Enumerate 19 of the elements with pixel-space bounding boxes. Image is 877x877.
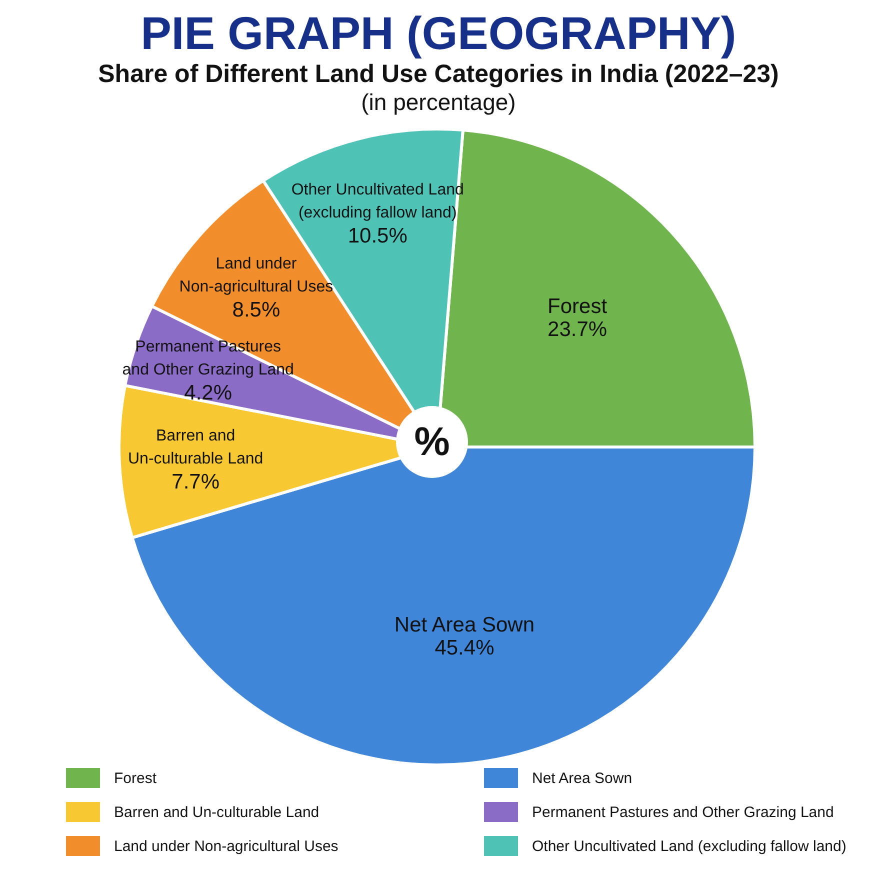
chart-subtitle: Share of Different Land Use Categories in India (2022–23) (in percentage): [97, 60, 780, 116]
data-label: 23.7%: [548, 318, 608, 341]
slice-label: Barren and Un-culturable Land: [128, 426, 264, 467]
legend-label: Net Area Sown: [532, 770, 632, 786]
legend-label: Barren and Un-culturable Land: [114, 804, 320, 820]
data-label: 10.5%: [348, 224, 408, 248]
data-label: 8.5%: [232, 298, 280, 322]
legend-label: Forest: [114, 770, 157, 786]
data-label: 45.4%: [434, 636, 494, 659]
data-label: 7.7%: [172, 470, 220, 493]
text: %: [396, 406, 468, 478]
data-label: 4.2%: [184, 380, 232, 404]
slice-label: Forest: [548, 294, 608, 318]
legend-label: Other Uncultivated Land (excluding fallow land): [532, 838, 846, 854]
legend-label: Permanent Pastures and Other Grazing Land: [532, 804, 834, 820]
slice-label: Net Area Sown: [394, 612, 535, 636]
legend-label: Land under Non-agricultural Uses: [114, 838, 338, 854]
slice-label: Land under Non-agricultural Uses: [179, 255, 334, 296]
chart-title: PIE GRAPH (GEOGRAPHY): [140, 6, 738, 60]
